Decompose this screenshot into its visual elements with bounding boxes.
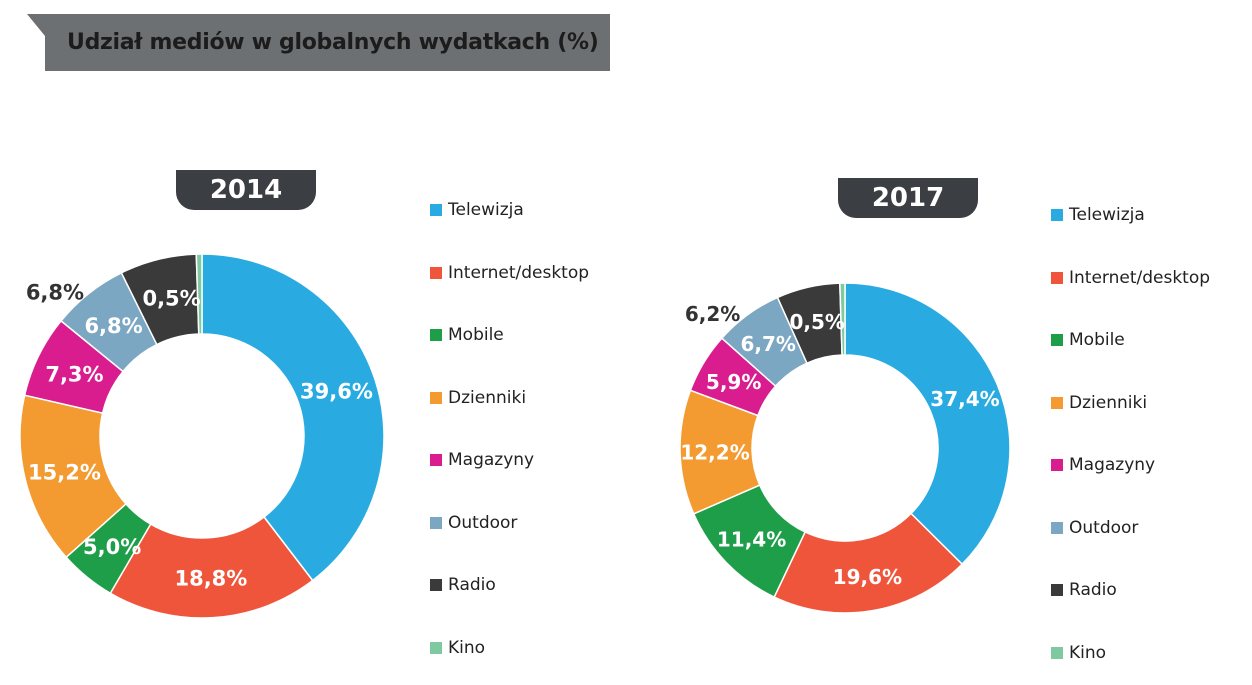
year-tab-2014: 2014 — [176, 170, 316, 210]
legend-swatch-magazyny — [1051, 459, 1063, 471]
data-label-radio: 6,8% — [26, 281, 84, 305]
data-label-dzienniki: 12,2% — [680, 440, 749, 464]
slice-telewizja — [201, 253, 385, 582]
data-label-radio: 6,2% — [685, 302, 740, 326]
legend-label: Mobile — [1069, 330, 1125, 350]
legend-item-internet-desktop: Internet/desktop — [430, 261, 589, 285]
legend-item-kino: Kino — [430, 636, 485, 660]
banner-shape — [27, 14, 610, 71]
legend-item-dzienniki: Dzienniki — [1051, 391, 1147, 415]
legend-swatch-internet-desktop — [430, 266, 442, 279]
legend-swatch-telewizja — [1051, 209, 1063, 221]
slice-telewizja — [844, 282, 1011, 566]
legend-item-internet-desktop: Internet/desktop — [1051, 266, 1210, 290]
legend-label: Telewizja — [448, 200, 524, 220]
legend-item-mobile: Mobile — [1051, 328, 1125, 352]
data-label-magazyny: 7,3% — [45, 363, 103, 387]
legend-label: Magazyny — [1069, 455, 1156, 475]
legend-swatch-mobile — [430, 329, 442, 341]
page-title: Udział mediów w globalnych wydatkach (%) — [67, 30, 599, 55]
data-label-kino: 0,5% — [142, 286, 200, 310]
legend-label: Telewizja — [1069, 205, 1145, 225]
legend-item-outdoor: Outdoor — [430, 511, 517, 535]
data-label-kino: 0,5% — [789, 310, 844, 334]
legend-swatch-outdoor — [430, 516, 442, 529]
legend-swatch-radio — [1051, 584, 1063, 596]
legend-label: Kino — [448, 637, 486, 658]
legend-swatch-magazyny — [430, 454, 442, 466]
data-label-telewizja: 37,4% — [930, 387, 999, 411]
legend-2017: Telewizja Internet/desktop Mobile Dzienniki… — [1051, 203, 1246, 663]
legend-label: Internet/desktop — [1069, 267, 1211, 288]
legend-item-dzienniki: Dzienniki — [430, 386, 526, 410]
legend-label: Magazyny — [448, 450, 535, 470]
legend-label: Kino — [1069, 642, 1107, 663]
year-tab-2017: 2017 — [838, 178, 978, 218]
legend-label: Dzienniki — [1069, 392, 1148, 413]
legend-item-outdoor: Outdoor — [1051, 516, 1138, 540]
legend-item-kino: Kino — [1051, 641, 1106, 665]
legend-item-magazyny: Magazyny — [430, 448, 534, 472]
slice-internet-desktop — [109, 515, 314, 619]
data-label-internet-desktop: 19,6% — [833, 565, 902, 589]
legend-label: Dzienniki — [448, 387, 527, 408]
data-label-dzienniki: 15,2% — [28, 460, 101, 484]
legend-swatch-kino — [1051, 646, 1063, 659]
slice-internet-desktop — [773, 512, 964, 614]
slice-kino — [839, 282, 846, 356]
legend-swatch-radio — [430, 579, 442, 591]
title-banner: Udział mediów w globalnych wydatkach (%) — [27, 14, 610, 71]
legend-item-telewizja: Telewizja — [430, 198, 524, 222]
legend-2014: Telewizja Internet/desktop Mobile Dzienniki… — [430, 198, 630, 658]
legend-label: Outdoor — [448, 512, 518, 533]
data-label-outdoor: 6,7% — [740, 332, 795, 356]
legend-item-radio: Radio — [1051, 578, 1117, 602]
legend-label: Radio — [1069, 580, 1117, 600]
legend-label: Outdoor — [1069, 517, 1139, 538]
legend-swatch-outdoor — [1051, 521, 1063, 534]
legend-item-telewizja: Telewizja — [1051, 203, 1145, 227]
data-label-mobile: 5,0% — [83, 535, 141, 559]
legend-swatch-internet-desktop — [1051, 271, 1063, 284]
legend-swatch-kino — [430, 641, 442, 654]
legend-item-mobile: Mobile — [430, 323, 504, 347]
legend-swatch-dzienniki — [1051, 396, 1063, 409]
legend-label: Internet/desktop — [448, 262, 590, 283]
donut-chart-2017: 37,4% 19,6% 11,4% 12,2% 5,9% 6,7%6,2% 0,5% — [679, 282, 1011, 614]
legend-swatch-dzienniki — [430, 391, 442, 404]
data-label-mobile: 11,4% — [717, 527, 786, 551]
legend-label: Mobile — [448, 325, 504, 345]
legend-swatch-mobile — [1051, 334, 1063, 346]
legend-item-magazyny: Magazyny — [1051, 453, 1155, 477]
data-label-telewizja: 39,6% — [300, 379, 373, 403]
data-label-internet-desktop: 18,8% — [174, 567, 247, 591]
data-label-outdoor: 6,8% — [84, 314, 142, 338]
legend-item-radio: Radio — [430, 573, 496, 597]
donut-chart-2014: 39,6%18,8%5,0%15,2%7,3%6,8%6,8% 0,5% — [19, 253, 385, 619]
data-label-magazyny: 5,9% — [706, 370, 761, 394]
slice-kino — [195, 253, 203, 335]
legend-label: Radio — [448, 575, 496, 595]
legend-swatch-telewizja — [430, 204, 442, 216]
